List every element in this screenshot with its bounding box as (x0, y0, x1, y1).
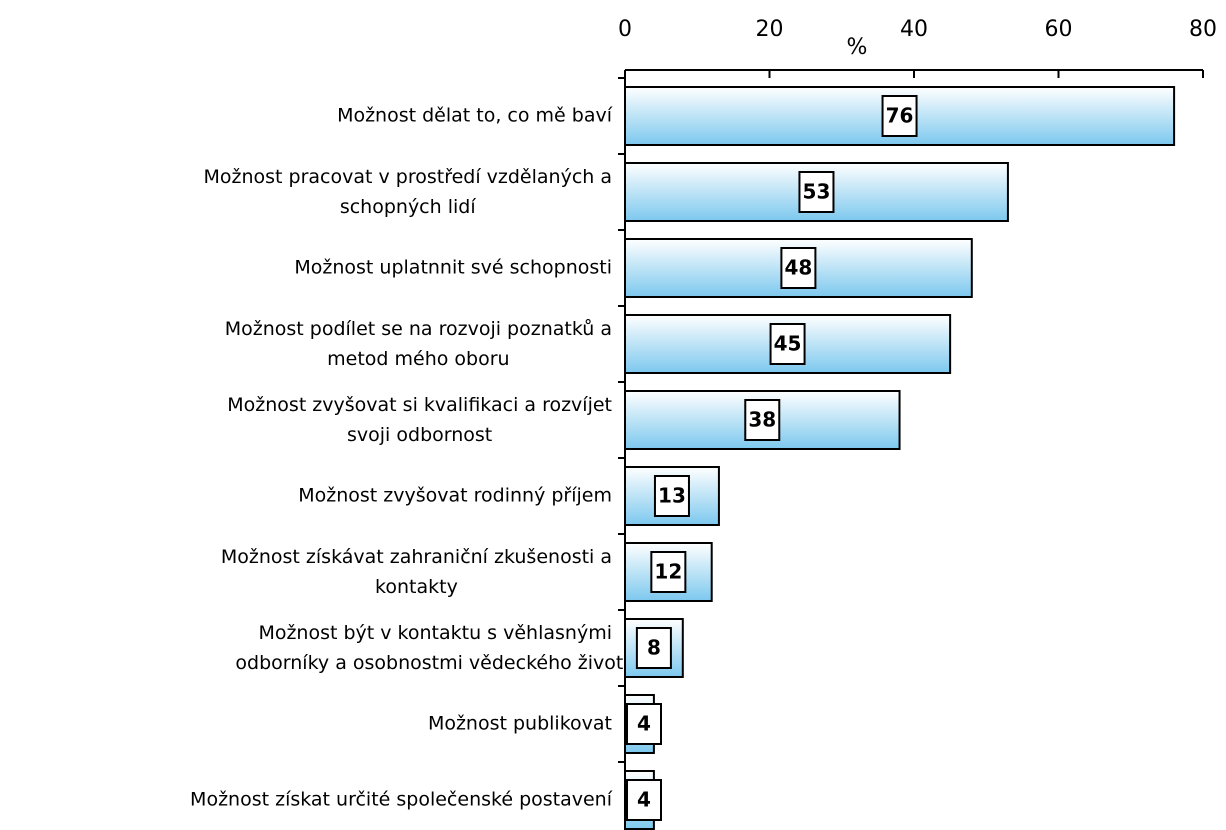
value-label: 4 (637, 712, 651, 736)
label-line: Možnost zvyšovat si kvalifikaci a rozvíj… (227, 394, 612, 416)
value-label: 45 (774, 332, 802, 356)
y-tick-label: Možnost získat určité společenské postav… (190, 789, 613, 811)
value-label: 48 (784, 256, 812, 280)
y-tick-label: Možnost být v kontaktu s věhlasnými odbor… (235, 622, 635, 674)
label-line: odborníky a osobnostmi vědeckého života (235, 652, 635, 674)
y-tick-label: Možnost uplatnnit své schopnosti (294, 257, 612, 279)
label-line: svoji odbornost (347, 424, 492, 446)
y-tick-label: Možnost zvyšovat rodinný příjem (298, 485, 612, 507)
value-label: 8 (647, 636, 661, 660)
label-line: Možnost pracovat v prostředí vzdělaných … (203, 166, 612, 188)
x-tick-label: 60 (1045, 17, 1073, 42)
x-tick-label: 0 (618, 17, 632, 42)
value-label: 13 (658, 484, 686, 508)
label-line: Možnost získávat zahraniční zkušenosti a (221, 546, 612, 568)
page: % 0 20 40 60 80 Možnost dělat to, co mě baví 7… (0, 0, 1226, 830)
y-tick-label: Možnost publikovat (428, 713, 612, 735)
label-line: Možnost podílet se na rozvoji poznatků a (225, 318, 612, 340)
x-tick-label: 20 (756, 17, 784, 42)
value-label: 76 (886, 104, 914, 128)
x-tick-label: 80 (1189, 17, 1217, 42)
x-tick-label: 40 (900, 17, 928, 42)
y-tick-label: Možnost zvyšovat si kvalifikaci a rozvíj… (227, 394, 612, 446)
chart: % 0 20 40 60 80 Možnost dělat to, co mě baví 7… (0, 0, 1226, 830)
value-label: 4 (637, 788, 651, 812)
value-label: 12 (654, 560, 682, 584)
label-line: Možnost být v kontaktu s věhlasnými (258, 622, 612, 644)
axis-label: % (847, 35, 868, 60)
y-tick-label: Možnost dělat to, co mě baví (337, 105, 613, 127)
label-line: metod mého oboru (327, 348, 509, 370)
label-line: kontakty (375, 576, 458, 598)
value-label: 38 (748, 408, 776, 432)
label-line: schopných lidí (340, 196, 477, 218)
y-tick-label: Možnost pracovat v prostředí vzdělaných … (203, 166, 612, 218)
y-tick-label: Možnost získávat zahraniční zkušenosti a… (221, 546, 612, 598)
value-label: 53 (803, 180, 831, 204)
y-tick-label: Možnost podílet se na rozvoji poznatků a… (225, 318, 612, 370)
